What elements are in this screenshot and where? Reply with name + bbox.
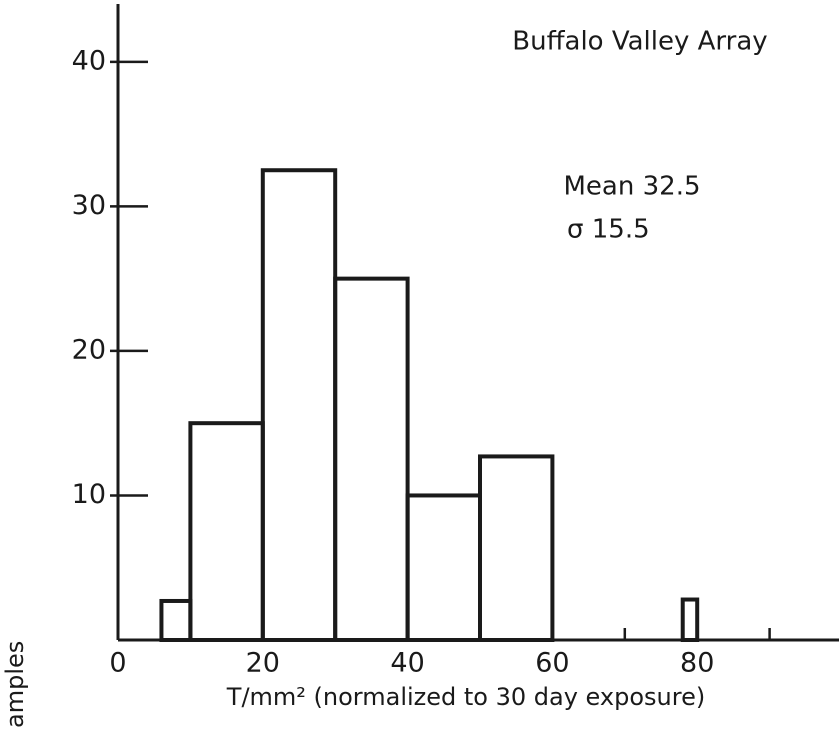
annotation: σ 15.5 [567, 215, 650, 245]
bar [478, 454, 555, 642]
y-tick-label: 40 [72, 45, 106, 76]
bar [188, 421, 265, 642]
y-tick-label: 20 [72, 334, 106, 365]
x-axis-label: T/mm² (normalized to 30 day exposure) [226, 683, 705, 711]
x-tick-label: 60 [535, 648, 569, 679]
y-tick-label: 30 [72, 190, 106, 221]
y-axis-label: amples [1, 641, 29, 728]
x-tick-label: 40 [390, 648, 424, 679]
bar [680, 597, 700, 643]
bar [159, 598, 193, 642]
bar [405, 493, 483, 643]
chart-title: Buffalo Valley Array [512, 27, 767, 57]
x-tick-label: 80 [680, 648, 714, 679]
annotation: Mean 32.5 [564, 172, 701, 202]
bar [333, 276, 410, 642]
y-tick-label: 10 [72, 479, 106, 510]
x-tick-label: 20 [246, 648, 280, 679]
x-tick-label: 0 [109, 648, 126, 679]
bar [260, 168, 338, 643]
